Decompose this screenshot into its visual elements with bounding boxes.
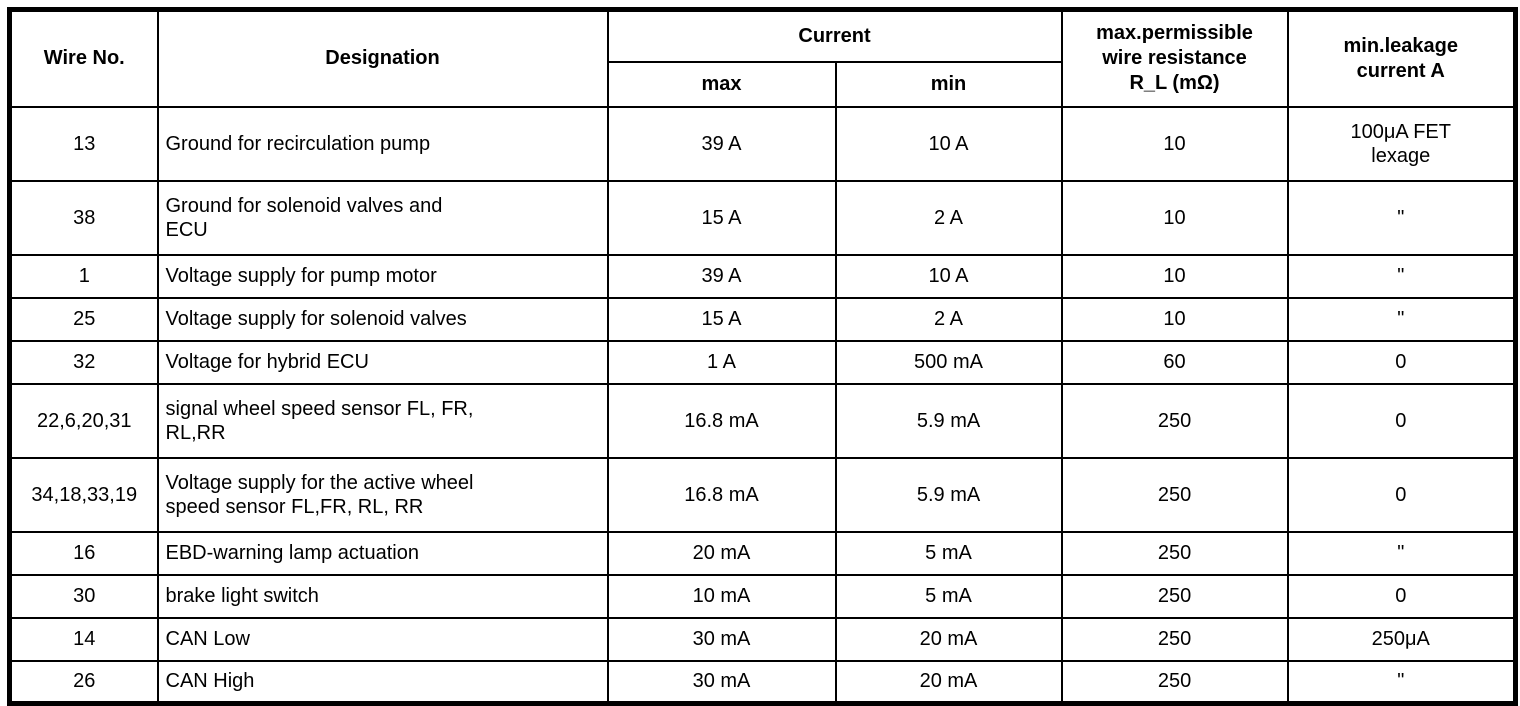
- table-row: 16 EBD-warning lamp actuation 20 mA 5 mA…: [8, 530, 1517, 576]
- cell-leakage: ": [1286, 530, 1517, 576]
- cell-current-max: 10 mA: [606, 573, 837, 619]
- cell-wire-no: 32: [8, 339, 159, 385]
- cell-wire-no: 13: [8, 105, 159, 182]
- header-current-max: max: [606, 60, 837, 108]
- header-resistance: max.permissible wire resistance R_L (mΩ): [1060, 8, 1289, 108]
- cell-current-max: 20 mA: [606, 530, 837, 576]
- cell-current-min: 5.9 mA: [834, 456, 1063, 533]
- table-row: 32 Voltage for hybrid ECU 1 A 500 mA 60 …: [8, 339, 1517, 385]
- cell-wire-no: 34,18,33,19: [8, 456, 159, 533]
- cell-current-min: 2 A: [834, 179, 1063, 256]
- table-row: 30 brake light switch 10 mA 5 mA 250 0: [8, 573, 1517, 619]
- cell-current-min: 5 mA: [834, 530, 1063, 576]
- cell-leakage: ": [1286, 253, 1517, 299]
- cell-designation: CAN High: [156, 659, 609, 705]
- cell-leakage: 0: [1286, 456, 1517, 533]
- cell-current-max: 15 A: [606, 296, 837, 342]
- cell-designation: signal wheel speed sensor FL, FR, RL,RR: [156, 382, 609, 459]
- cell-leakage: 100μA FET lexage: [1286, 105, 1517, 182]
- cell-current-max: 1 A: [606, 339, 837, 385]
- cell-current-max: 30 mA: [606, 616, 837, 662]
- cell-wire-no: 1: [8, 253, 159, 299]
- table-row: 1 Voltage supply for pump motor 39 A 10 …: [8, 253, 1517, 299]
- cell-current-min: 5 mA: [834, 573, 1063, 619]
- header-wire-no: Wire No.: [8, 8, 159, 108]
- header-row-sub: max min: [10, 60, 1516, 108]
- cell-resistance: 250: [1060, 573, 1289, 619]
- cell-current-max: 15 A: [606, 179, 837, 256]
- cell-leakage: 0: [1286, 339, 1517, 385]
- header-designation: Designation: [156, 8, 609, 108]
- cell-current-min: 10 A: [834, 105, 1063, 182]
- cell-resistance: 250: [1060, 456, 1289, 533]
- table-row: 14 CAN Low 30 mA 20 mA 250 250μA: [8, 616, 1517, 662]
- cell-leakage: 0: [1286, 573, 1517, 619]
- cell-resistance: 10: [1060, 179, 1289, 256]
- cell-resistance: 60: [1060, 339, 1289, 385]
- cell-designation: Voltage supply for pump motor: [156, 253, 609, 299]
- table-row: 38 Ground for solenoid valves and ECU 15…: [8, 179, 1517, 256]
- cell-designation: Voltage supply for the active wheel spee…: [156, 456, 609, 533]
- cell-leakage: ": [1286, 659, 1517, 705]
- cell-wire-no: 22,6,20,31: [8, 382, 159, 459]
- cell-current-min: 20 mA: [834, 616, 1063, 662]
- wire-spec-table: Wire No. Designation Current max.permiss…: [7, 7, 1519, 706]
- cell-designation: Ground for recirculation pump: [156, 105, 609, 182]
- cell-resistance: 250: [1060, 616, 1289, 662]
- cell-current-max: 39 A: [606, 253, 837, 299]
- cell-designation: Voltage for hybrid ECU: [156, 339, 609, 385]
- cell-wire-no: 38: [8, 179, 159, 256]
- cell-current-max: 16.8 mA: [606, 456, 837, 533]
- header-leakage: min.leakage current A: [1286, 8, 1517, 108]
- table-row: 22,6,20,31 signal wheel speed sensor FL,…: [8, 382, 1517, 459]
- header-current-min: min: [834, 60, 1063, 108]
- cell-leakage: 0: [1286, 382, 1517, 459]
- cell-current-max: 39 A: [606, 105, 837, 182]
- cell-wire-no: 16: [8, 530, 159, 576]
- cell-current-max: 30 mA: [606, 659, 837, 705]
- cell-resistance: 250: [1060, 530, 1289, 576]
- cell-leakage: ": [1286, 296, 1517, 342]
- cell-current-min: 500 mA: [834, 339, 1063, 385]
- cell-resistance: 250: [1060, 382, 1289, 459]
- cell-wire-no: 25: [8, 296, 159, 342]
- cell-designation: Ground for solenoid valves and ECU: [156, 179, 609, 256]
- cell-resistance: 10: [1060, 253, 1289, 299]
- cell-wire-no: 26: [8, 659, 159, 705]
- cell-resistance: 10: [1060, 296, 1289, 342]
- cell-current-min: 2 A: [834, 296, 1063, 342]
- cell-current-min: 5.9 mA: [834, 382, 1063, 459]
- table-row: 25 Voltage supply for solenoid valves 15…: [8, 296, 1517, 342]
- header-current: Current: [606, 8, 1063, 63]
- cell-resistance: 250: [1060, 659, 1289, 705]
- table-row: 26 CAN High 30 mA 20 mA 250 ": [8, 659, 1517, 705]
- cell-designation: EBD-warning lamp actuation: [156, 530, 609, 576]
- cell-wire-no: 30: [8, 573, 159, 619]
- cell-leakage: 250μA: [1286, 616, 1517, 662]
- cell-leakage: ": [1286, 179, 1517, 256]
- table-row: 13 Ground for recirculation pump 39 A 10…: [8, 105, 1517, 182]
- cell-current-min: 10 A: [834, 253, 1063, 299]
- cell-current-min: 20 mA: [834, 659, 1063, 705]
- cell-wire-no: 14: [8, 616, 159, 662]
- cell-resistance: 10: [1060, 105, 1289, 182]
- table-row: 34,18,33,19 Voltage supply for the activ…: [8, 456, 1517, 533]
- cell-designation: Voltage supply for solenoid valves: [156, 296, 609, 342]
- cell-designation: brake light switch: [156, 573, 609, 619]
- cell-current-max: 16.8 mA: [606, 382, 837, 459]
- header-row-top: Wire No. Designation Current max.permiss…: [8, 8, 1517, 108]
- cell-designation: CAN Low: [156, 616, 609, 662]
